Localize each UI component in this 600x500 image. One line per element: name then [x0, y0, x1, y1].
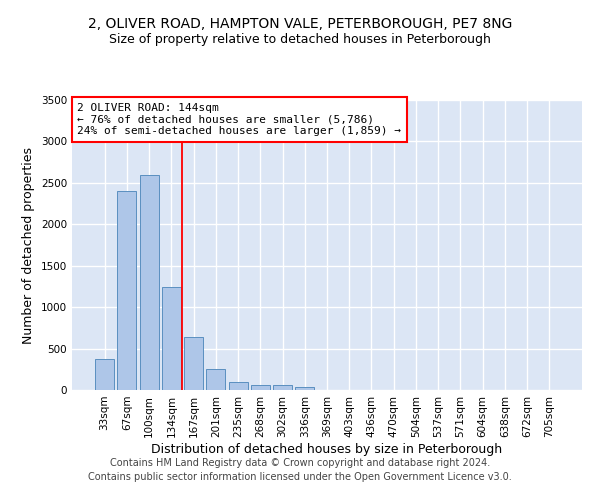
Bar [162, 288, 181, 390]
Bar [95, 358, 114, 390]
Bar [273, 386, 292, 390]
Text: Contains public sector information licensed under the Open Government Licence v3: Contains public sector information licen… [88, 472, 512, 482]
Text: 2, OLIVER ROAD, HAMPTON VALE, PETERBOROUGH, PE7 8NG: 2, OLIVER ROAD, HAMPTON VALE, PETERBOROU… [88, 18, 512, 32]
Text: Size of property relative to detached houses in Peterborough: Size of property relative to detached ho… [109, 32, 491, 46]
Y-axis label: Number of detached properties: Number of detached properties [22, 146, 35, 344]
Bar [140, 174, 158, 390]
Bar [229, 382, 248, 390]
Bar [206, 370, 225, 390]
Text: 2 OLIVER ROAD: 144sqm
← 76% of detached houses are smaller (5,786)
24% of semi-d: 2 OLIVER ROAD: 144sqm ← 76% of detached … [77, 103, 401, 136]
Bar [251, 385, 270, 390]
Bar [118, 191, 136, 390]
Text: Contains HM Land Registry data © Crown copyright and database right 2024.: Contains HM Land Registry data © Crown c… [110, 458, 490, 468]
Bar [184, 337, 203, 390]
Bar [295, 387, 314, 390]
X-axis label: Distribution of detached houses by size in Peterborough: Distribution of detached houses by size … [151, 442, 503, 456]
